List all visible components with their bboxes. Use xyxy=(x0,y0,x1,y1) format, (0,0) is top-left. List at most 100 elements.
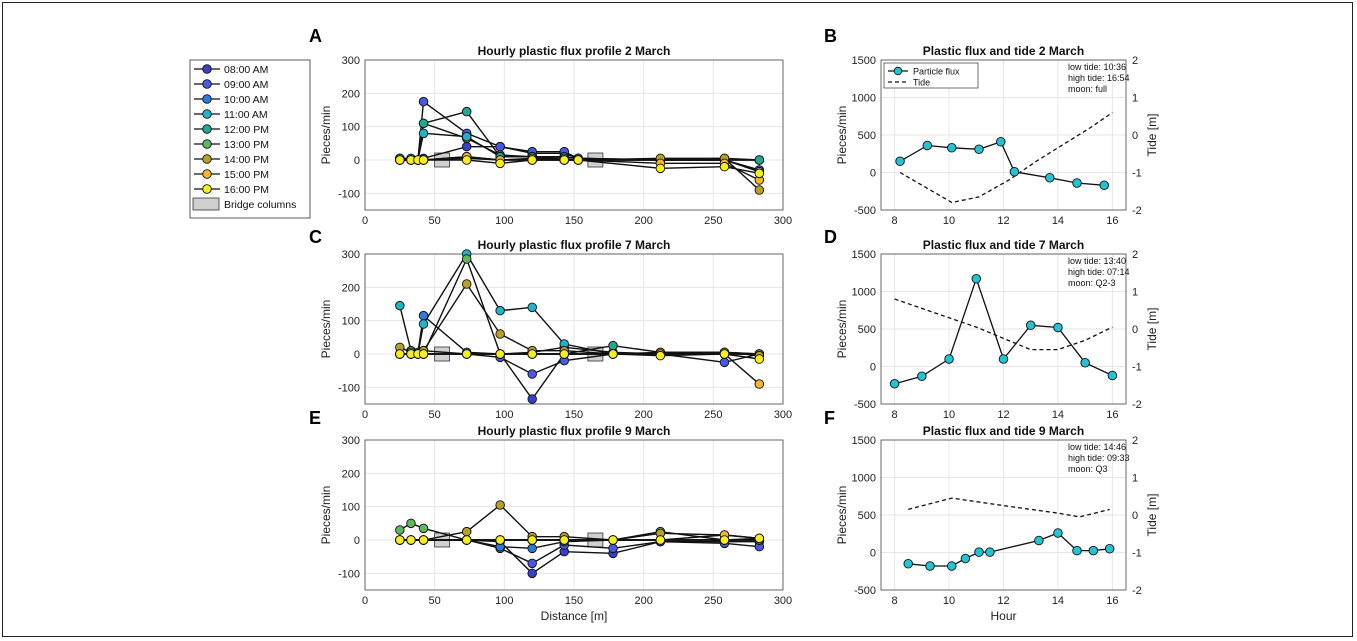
y-tick-label: 300 xyxy=(342,249,360,261)
data-point xyxy=(461,526,472,537)
legend-label: Particle flux xyxy=(913,67,960,77)
y-tick-label: 0 xyxy=(870,362,876,374)
x-tick-label: 8 xyxy=(892,595,898,607)
data-point xyxy=(418,349,429,359)
data-point xyxy=(527,543,537,554)
chart-title: Hourly plastic flux profile 9 March xyxy=(478,424,671,438)
y-tick-label: 1500 xyxy=(852,249,876,261)
x-tick-label: 300 xyxy=(774,409,792,421)
panel-label: E xyxy=(309,408,321,428)
flux-point xyxy=(925,561,935,571)
y-tick-label: 200 xyxy=(342,468,360,480)
flux-point xyxy=(922,140,933,151)
legend-label: 11:00 AM xyxy=(224,109,268,121)
data-point xyxy=(418,310,429,321)
axes-box xyxy=(364,253,784,405)
chart-title: Hourly plastic flux profile 2 March xyxy=(478,44,671,58)
data-point xyxy=(719,357,730,368)
data-point xyxy=(495,349,505,359)
flux-point xyxy=(1034,535,1044,546)
x-tick-label: 8 xyxy=(892,409,898,421)
flux-point xyxy=(947,142,957,153)
data-point xyxy=(461,131,472,142)
y-axis-label: Pieces/min xyxy=(319,300,333,359)
x-tick-label: 50 xyxy=(429,215,441,227)
x-axis-label: Distance [m] xyxy=(541,609,608,623)
tide-info: moon: Q3 xyxy=(1068,464,1108,474)
tide-info: low tide: 14:46 xyxy=(1068,442,1126,452)
data-point xyxy=(461,155,472,165)
legend-label: 16:00 PM xyxy=(224,184,269,196)
data-point xyxy=(527,302,537,313)
x-tick-label: 150 xyxy=(565,409,583,421)
x-tick-label: 10 xyxy=(943,409,955,421)
y-right-tick-label: -2 xyxy=(1132,585,1142,597)
legend-marker xyxy=(202,139,212,149)
axes-box xyxy=(364,59,784,211)
flux-point xyxy=(903,559,913,569)
data-point xyxy=(495,158,505,169)
legend-marker xyxy=(202,109,212,119)
x-tick-label: 200 xyxy=(634,409,652,421)
panel-label: F xyxy=(824,408,835,428)
y-tick-label: 200 xyxy=(342,88,360,100)
x-tick-label: 10 xyxy=(943,595,955,607)
legend-label: 15:00 PM xyxy=(224,169,269,181)
data-point xyxy=(655,535,666,545)
x-tick-label: 12 xyxy=(997,595,1009,607)
y-right-tick-label: -1 xyxy=(1132,168,1142,180)
data-point xyxy=(461,349,472,359)
x-tick-label: 8 xyxy=(892,215,898,227)
data-point xyxy=(495,500,505,510)
legend-label: 09:00 AM xyxy=(224,79,268,91)
legend-label: 12:00 PM xyxy=(224,124,269,136)
data-point xyxy=(418,523,429,534)
data-point xyxy=(461,254,472,264)
y-tick-label: 1500 xyxy=(852,55,876,67)
x-tick-label: 100 xyxy=(495,409,513,421)
x-tick-label: 0 xyxy=(362,409,368,421)
axes-box xyxy=(364,439,784,591)
data-point xyxy=(608,349,618,359)
flux-point xyxy=(985,547,995,557)
y-right-tick-label: 1 xyxy=(1132,93,1138,105)
data-point xyxy=(527,568,537,579)
x-tick-label: 300 xyxy=(774,595,792,607)
tide-info: high tide: 16:54 xyxy=(1068,73,1130,83)
data-point xyxy=(754,354,765,364)
y-tick-label: 1500 xyxy=(852,435,876,447)
data-point xyxy=(655,350,666,361)
y-tick-label: 200 xyxy=(342,282,360,294)
y-right-tick-label: -2 xyxy=(1132,205,1142,217)
data-point xyxy=(754,155,765,165)
flux-point xyxy=(1080,358,1090,368)
y-tick-label: 500 xyxy=(858,510,876,522)
data-point xyxy=(461,535,472,545)
flux-point xyxy=(998,354,1009,364)
y-right-axis-label: Tide [m] xyxy=(1145,308,1159,351)
y-tick-label: -100 xyxy=(338,568,360,580)
y-tick-label: 500 xyxy=(858,324,876,336)
chart-title: Hourly plastic flux profile 7 March xyxy=(478,238,671,252)
y-tick-label: 100 xyxy=(342,122,360,134)
panel-E: 0 50 100 150 200 250 300 -100 0 100 200 300 Hourly p… xyxy=(309,408,792,623)
data-point xyxy=(495,535,505,545)
x-tick-label: 100 xyxy=(495,595,513,607)
data-point xyxy=(406,518,416,529)
panel-label: B xyxy=(824,26,837,46)
legend-marker xyxy=(202,124,212,134)
data-point xyxy=(754,379,765,389)
x-tick-label: 14 xyxy=(1052,409,1064,421)
x-tick-label: 14 xyxy=(1052,595,1064,607)
y-right-tick-label: 0 xyxy=(1132,130,1138,142)
data-point xyxy=(573,155,583,165)
flux-point xyxy=(971,274,982,284)
data-point xyxy=(719,161,730,172)
y-right-axis-label: Tide [m] xyxy=(1145,114,1159,157)
panel-C: 0 50 100 150 200 250 300 -100 0 100 200 300 Hourly p… xyxy=(309,227,792,421)
x-tick-label: 50 xyxy=(429,595,441,607)
tide-line xyxy=(899,111,1113,204)
y-right-tick-label: -1 xyxy=(1132,362,1142,374)
y-tick-label: 1000 xyxy=(852,93,876,105)
